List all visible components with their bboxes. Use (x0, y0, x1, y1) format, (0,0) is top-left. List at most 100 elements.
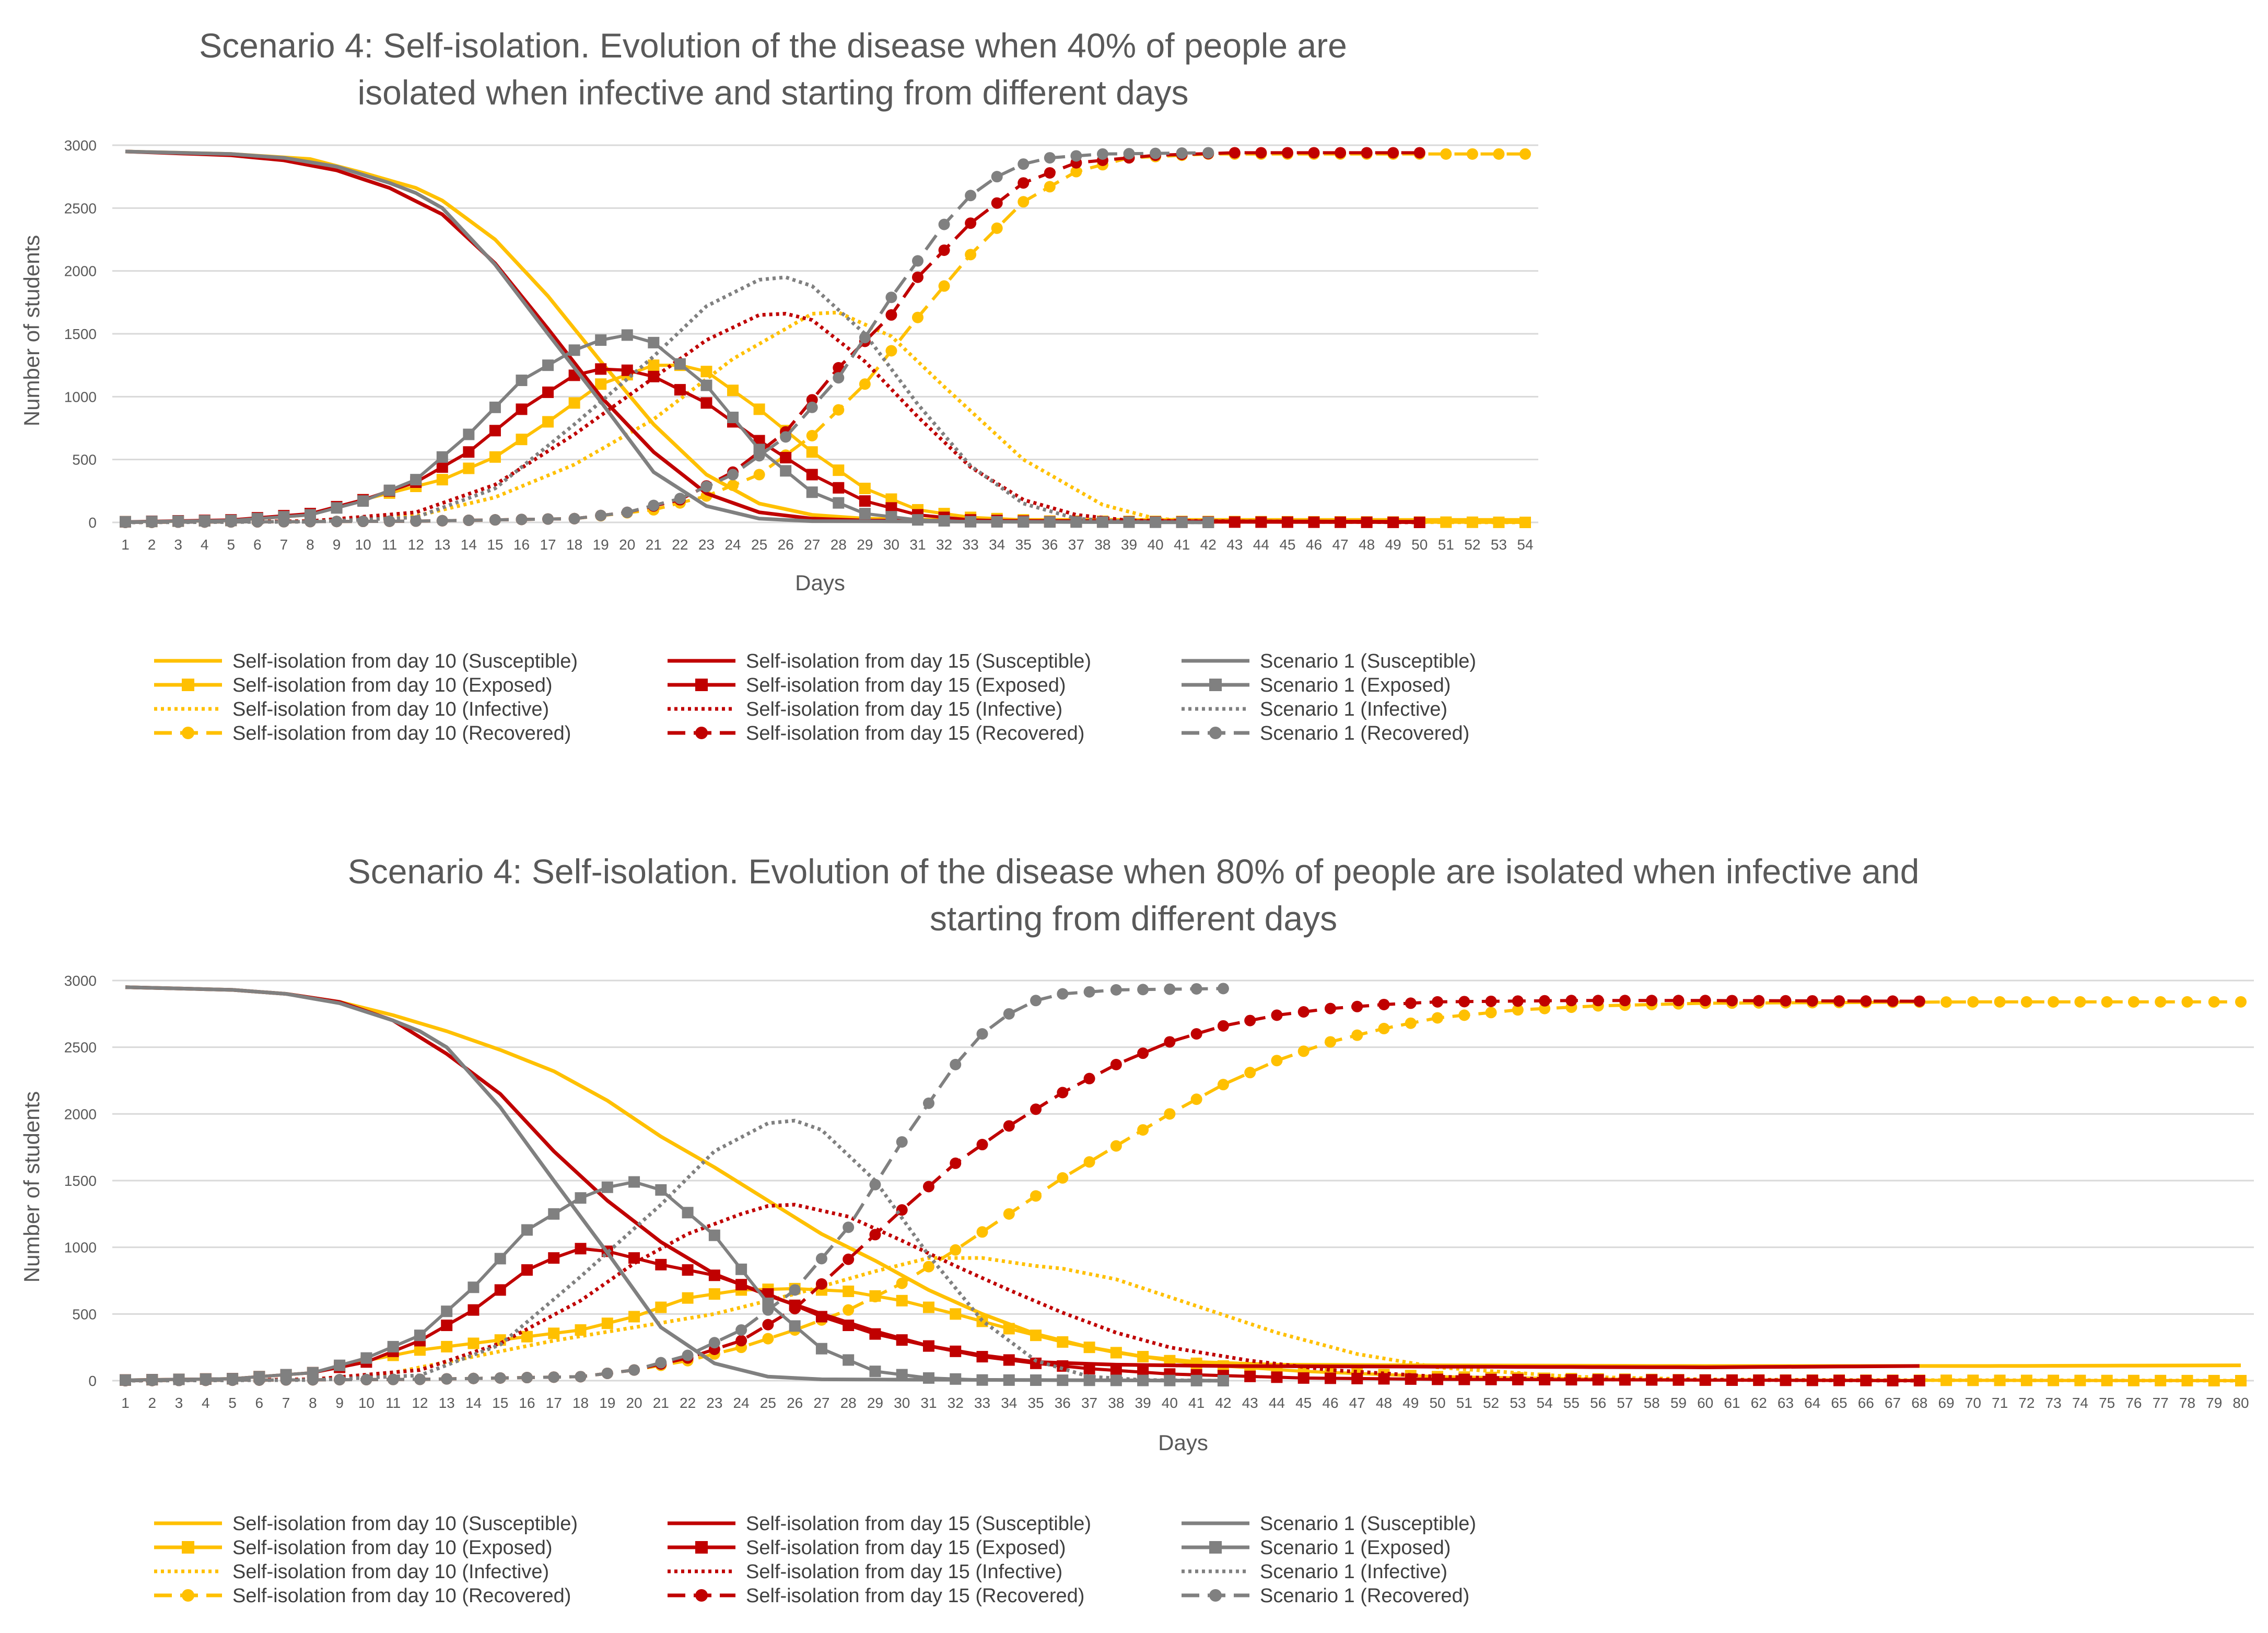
data-point-3-40 (1164, 1108, 1176, 1120)
y-tick-1000: 1000 (64, 389, 97, 405)
data-point-11-38 (1110, 984, 1122, 996)
x-tick-43: 43 (1226, 536, 1243, 553)
data-point-1-80 (2235, 1375, 2247, 1386)
data-point-3-75 (2101, 996, 2113, 1008)
y-tick-labels: 0 500 1000 1500 2000 2500 3000 (64, 973, 97, 1389)
x-tick-22: 22 (680, 1395, 696, 1411)
data-point-7-36 (1057, 1087, 1069, 1099)
y-gridlines (112, 144, 1538, 523)
data-point-7-31 (911, 271, 923, 283)
x-tick-52: 52 (1483, 1395, 1499, 1411)
data-point-1-39 (1137, 1351, 1149, 1363)
data-point-11-11 (387, 1373, 399, 1385)
data-point-9-20 (621, 329, 633, 341)
data-point-7-24 (735, 1335, 747, 1347)
x-tick-80: 80 (2232, 1395, 2249, 1411)
data-point-9-26 (780, 465, 792, 477)
data-point-7-32 (950, 1157, 962, 1169)
data-point-11-37 (1070, 150, 1082, 162)
x-tick-43: 43 (1242, 1395, 1258, 1411)
data-point-9-17 (548, 1208, 560, 1220)
data-point-1-34 (1003, 1323, 1015, 1335)
y-tick-labels: 0 500 1000 1500 2000 2500 3000 (64, 137, 97, 531)
x-tick-33: 33 (963, 536, 979, 553)
data-point-11-6 (253, 1374, 265, 1386)
x-tick-12: 12 (408, 536, 424, 553)
data-point-5-23 (700, 397, 712, 409)
legend-label-10: Scenario 1 (Infective) (1260, 698, 1447, 720)
legend-label-9: Scenario 1 (Exposed) (1260, 674, 1451, 696)
x-tick-28: 28 (840, 1395, 857, 1411)
data-point-5-58 (1646, 1374, 1658, 1386)
legend-marker-3 (182, 1589, 194, 1602)
x-tick-55: 55 (1563, 1395, 1580, 1411)
series-line-7 (125, 999, 1920, 1382)
series-2 (125, 1256, 2241, 1383)
x-tick-56: 56 (1590, 1395, 1606, 1411)
data-point-1-17 (548, 1327, 560, 1339)
data-point-11-1 (120, 1375, 131, 1386)
data-point-11-18 (575, 1371, 587, 1383)
data-point-7-51 (1458, 996, 1470, 1008)
data-point-9-24 (727, 412, 739, 424)
x-tick-49: 49 (1402, 1395, 1419, 1411)
x-tick-6: 6 (253, 536, 262, 553)
data-point-3-25 (753, 469, 765, 481)
legend-item-3: Self-isolation from day 10 (Recovered) (154, 722, 571, 744)
x-tick-42: 42 (1215, 1395, 1231, 1411)
data-point-9-31 (922, 1372, 934, 1384)
data-point-5-30 (885, 502, 897, 514)
legend-label-5: Self-isolation from day 15 (Exposed) (746, 674, 1066, 696)
data-point-11-39 (1137, 984, 1149, 996)
x-tick-5: 5 (227, 536, 235, 553)
x-tick-21: 21 (646, 536, 662, 553)
series-3 (120, 996, 2247, 1386)
data-point-5-22 (674, 384, 686, 396)
x-tick-18: 18 (566, 536, 582, 553)
data-point-1-22 (682, 1292, 694, 1304)
legend-item-8: Scenario 1 (Susceptible) (1182, 1513, 1476, 1535)
x-tick-67: 67 (1885, 1395, 1901, 1411)
data-point-3-72 (2020, 996, 2032, 1008)
x-tick-40: 40 (1147, 536, 1163, 553)
data-point-7-48 (1378, 998, 1390, 1010)
data-point-11-32 (950, 1058, 962, 1070)
data-point-9-12 (410, 474, 422, 486)
data-point-11-25 (753, 450, 765, 462)
data-point-3-29 (869, 1291, 881, 1303)
series-11 (120, 147, 1214, 528)
x-tick-2: 2 (148, 1395, 156, 1411)
data-point-1-16 (516, 434, 528, 446)
x-tick-61: 61 (1724, 1395, 1740, 1411)
data-point-9-12 (414, 1329, 426, 1342)
data-point-7-60 (1699, 995, 1711, 1007)
legend-marker-1 (182, 679, 194, 691)
data-point-11-4 (200, 1374, 212, 1386)
legend: Self-isolation from day 10 (Susceptible)… (154, 650, 1476, 744)
legend-label-6: Self-isolation from day 15 (Infective) (746, 1561, 1062, 1583)
data-point-7-49 (1387, 147, 1399, 159)
legend-marker-9 (1209, 1541, 1222, 1554)
legend-label-8: Scenario 1 (Susceptible) (1260, 1513, 1476, 1535)
data-point-7-28 (843, 1253, 855, 1265)
data-point-5-15 (494, 1284, 506, 1296)
data-point-11-6 (251, 516, 263, 528)
data-point-11-14 (467, 1372, 480, 1384)
x-tick-14: 14 (465, 1395, 482, 1411)
x-tick-14: 14 (461, 536, 477, 553)
data-point-11-15 (489, 514, 501, 526)
x-tick-27: 27 (813, 1395, 829, 1411)
data-point-3-27 (806, 429, 818, 441)
data-point-5-20 (621, 364, 633, 376)
x-tick-65: 65 (1831, 1395, 1847, 1411)
legend-marker-11 (1209, 727, 1222, 739)
title-line-1: Scenario 4: Self-isolation. Evolution of… (199, 26, 1347, 65)
data-point-1-36 (1057, 1336, 1069, 1348)
data-point-11-26 (789, 1284, 801, 1296)
series-line-10 (125, 275, 1209, 524)
legend-label-0: Self-isolation from day 10 (Susceptible) (232, 1513, 578, 1535)
legend-item-6: Self-isolation from day 15 (Infective) (668, 1561, 1062, 1583)
x-tick-23: 23 (698, 536, 715, 553)
legend-label-3: Self-isolation from day 10 (Recovered) (232, 1585, 571, 1607)
data-point-9-26 (789, 1320, 801, 1332)
